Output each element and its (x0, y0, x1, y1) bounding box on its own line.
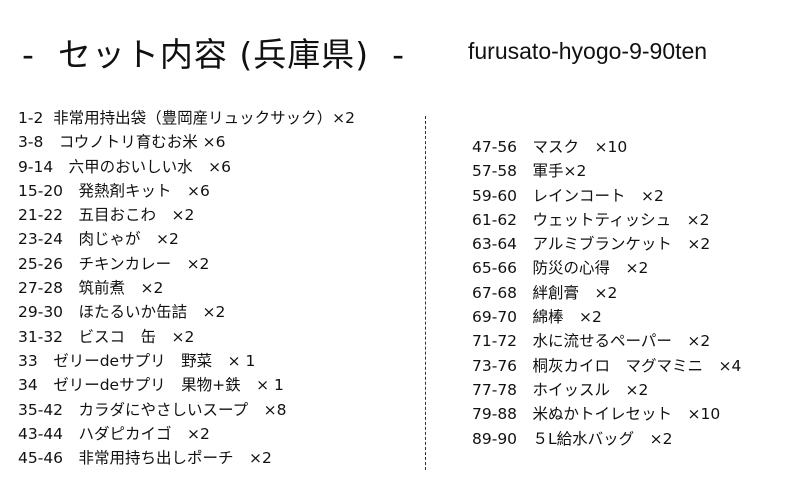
list-item: 34 ゼリーdeサプリ 果物+鉄 × 1 (18, 376, 284, 395)
list-item: 79-88 米ぬかトイレセット ×10 (472, 405, 721, 424)
list-item: 89-90 ５L給水バッグ ×2 (472, 429, 673, 448)
list-item: 15-20 発熱剤キット ×6 (18, 181, 210, 200)
list-item: 43-44 ハダピカイゴ ×2 (18, 424, 210, 443)
list-item: 77-78 ホイッスル ×2 (472, 380, 649, 399)
list-item: 65-66 防災の心得 ×2 (472, 259, 649, 278)
list-item: 59-60 レインコート ×2 (472, 186, 664, 205)
list-item: 21-22 五目おこわ ×2 (18, 206, 195, 225)
list-item: 57-58 軍手×2 (472, 162, 587, 181)
list-item: 25-26 チキンカレー ×2 (18, 254, 210, 273)
list-item: 27-28 筑前煮 ×2 (18, 279, 164, 298)
list-item: 31-32 ビスコ 缶 ×2 (18, 327, 195, 346)
list-item: 71-72 水に流せるペーパー ×2 (472, 332, 711, 351)
list-item: 67-68 絆創膏 ×2 (472, 283, 618, 302)
list-item: 69-70 綿棒 ×2 (472, 308, 602, 327)
column-divider (425, 116, 426, 470)
item-list-right: 47-56 マスク ×10 57-58 軍手×2 59-60 レインコート ×2… (472, 135, 741, 451)
item-list-left: 1-2 非常用持出袋（豊岡産リュックサック）×2 3-8 コウノトリ育むお米 ×… (18, 106, 355, 470)
list-item: 63-64 アルミブランケット ×2 (472, 235, 711, 254)
product-code: furusato-hyogo-9-90ten (468, 38, 708, 64)
list-item: 33 ゼリーdeサプリ 野菜 × 1 (18, 351, 256, 370)
list-item: 9-14 六甲のおいしい水 ×6 (18, 157, 232, 176)
page-title: - セット内容 (兵庫県) - (22, 35, 406, 74)
list-item: 45-46 非常用持ち出しポーチ ×2 (18, 449, 272, 468)
list-item: 47-56 マスク ×10 (472, 138, 628, 156)
list-item: 35-42 カラダにやさしいスープ ×8 (18, 400, 287, 419)
list-item: 3-8 コウノトリ育むお米 ×6 (18, 133, 226, 152)
list-item: 29-30 ほたるいか缶詰 ×2 (18, 303, 226, 322)
list-item: 23-24 肉じゃが ×2 (18, 230, 179, 249)
list-item: 61-62 ウェットティッシュ ×2 (472, 210, 710, 229)
list-item: 1-2 非常用持出袋（豊岡産リュックサック）×2 (18, 109, 356, 127)
list-item: 73-76 桐灰カイロ マグマミニ ×4 (472, 356, 742, 375)
